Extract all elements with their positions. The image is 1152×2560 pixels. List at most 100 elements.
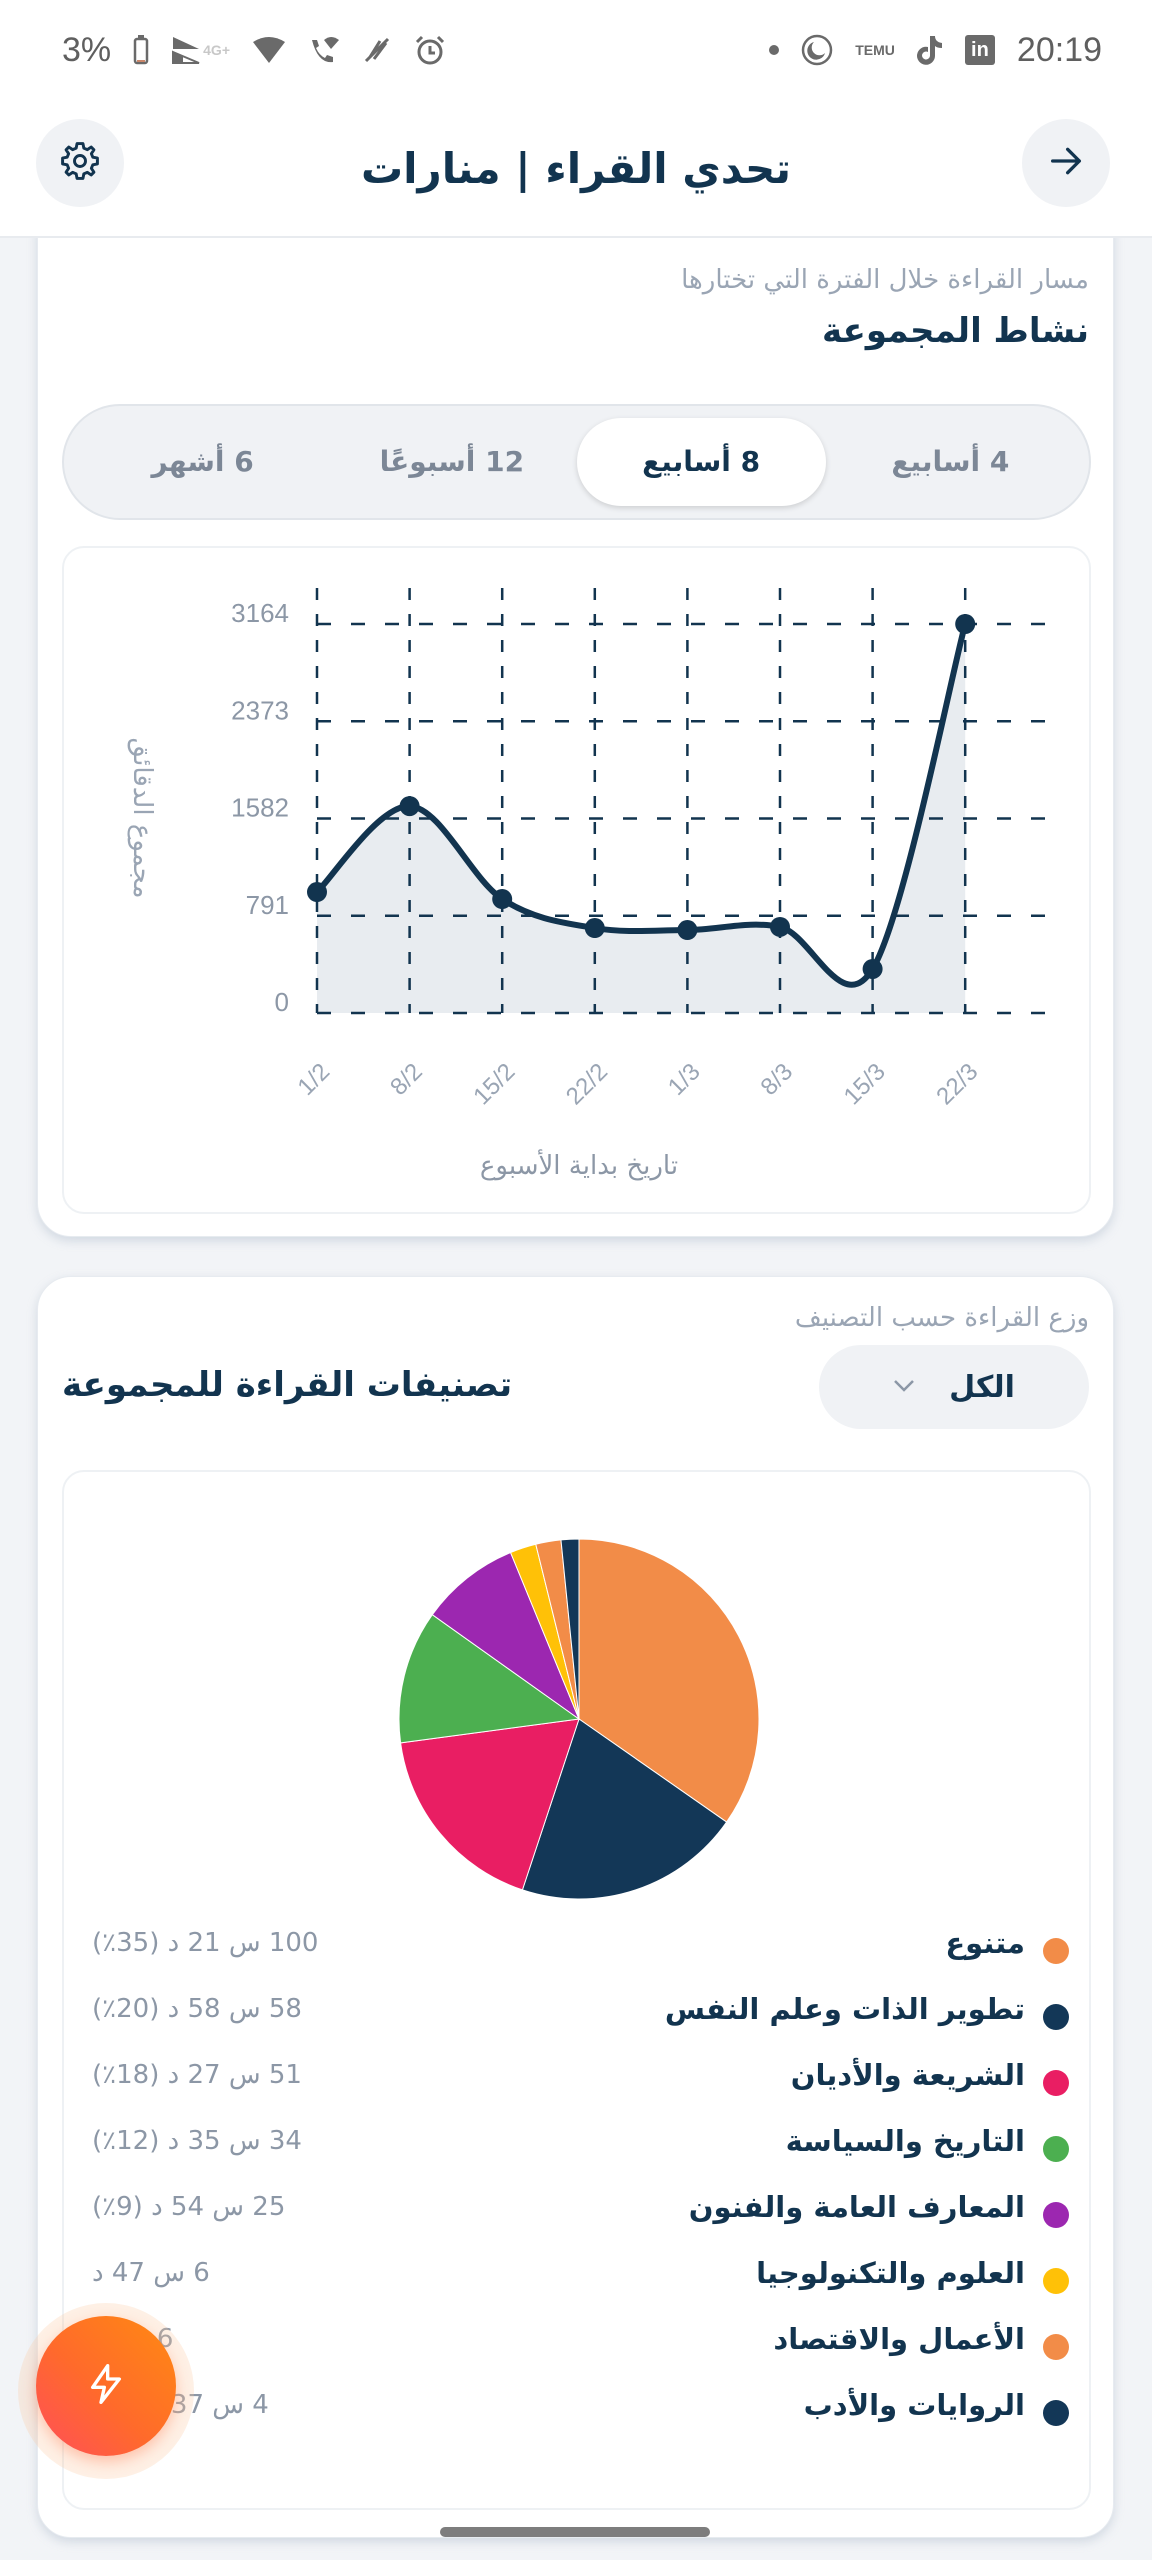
- page-title: تحدي القراء | منارات: [360, 143, 792, 193]
- legend-category-value: 51 س 27 د (18٪): [92, 2060, 302, 2090]
- pie-legend: متنوع 100 س 21 د (35٪) تطوير الذات وعلم …: [64, 1918, 1089, 2446]
- categories-title: تصنيفات القراءة للمجموعة: [62, 1365, 513, 1405]
- legend-item: الأعمال والاقتصاد 6 س 3: [64, 2314, 1089, 2380]
- legend-item: التاريخ والسياسة 34 س 35 د (12٪): [64, 2116, 1089, 2182]
- legend-color-dot: [1043, 2268, 1069, 2294]
- tab-8-weeks[interactable]: 8 أسابيع: [576, 418, 826, 506]
- svg-text:15/2: 15/2: [468, 1058, 520, 1110]
- reading-categories-card: وزع القراءة حسب التصنيف الكل تصنيفات الق…: [37, 1276, 1114, 2538]
- linkedin-icon: in: [964, 35, 995, 65]
- home-indicator[interactable]: [440, 2527, 710, 2537]
- battery-icon: [133, 35, 149, 65]
- dot-icon: [769, 45, 780, 55]
- svg-text:مجموع الدقائق: مجموع الدقائق: [127, 737, 157, 898]
- data-point[interactable]: [862, 958, 883, 979]
- legend-category-name: العلوم والتكنولوجيا: [756, 2256, 1025, 2290]
- pie-slice[interactable]: [398, 1613, 581, 1744]
- data-point[interactable]: [770, 916, 790, 937]
- tiktok-icon: [916, 34, 943, 66]
- category-filter-dropdown[interactable]: الكل: [819, 1345, 1089, 1429]
- legend-category-name: الشريعة والأديان: [790, 2058, 1025, 2092]
- vibrate-off-icon: [362, 35, 392, 65]
- data-point[interactable]: [492, 889, 513, 910]
- legend-item: المعارف العامة والفنون 25 س 54 د (9٪): [64, 2182, 1089, 2248]
- svg-text:1/2: 1/2: [293, 1058, 336, 1101]
- legend-item: متنوع 100 س 21 د (35٪): [64, 1918, 1089, 1984]
- svg-text:22/2: 22/2: [561, 1058, 613, 1110]
- data-point[interactable]: [677, 920, 698, 941]
- legend-category-name: المعارف العامة والفنون: [688, 2190, 1025, 2224]
- categories-subtitle: وزع القراءة حسب التصنيف: [794, 1303, 1089, 1333]
- pie-slice[interactable]: [400, 1718, 580, 1891]
- svg-text:0: 0: [275, 987, 289, 1017]
- svg-text:1582: 1582: [231, 793, 289, 823]
- pie-slice[interactable]: [431, 1551, 581, 1721]
- tab-12-weeks[interactable]: 12 أسبوعًا: [379, 445, 525, 478]
- temu-icon: TEMU: [855, 42, 895, 58]
- activity-subtitle: مسار القراءة خلال الفترة التي تختارها: [681, 265, 1089, 295]
- legend-color-dot: [1043, 2202, 1069, 2228]
- legend-category-name: تطوير الذات وعلم النفس: [664, 1992, 1025, 2026]
- legend-category-value: 25 س 54 د (9٪): [92, 2192, 286, 2222]
- back-button[interactable]: [1022, 119, 1110, 207]
- legend-color-dot: [1043, 2004, 1069, 2030]
- group-activity-card: مسار القراءة خلال الفترة التي تختارها نش…: [37, 200, 1114, 1237]
- legend-color-dot: [1043, 2400, 1069, 2426]
- svg-text:791: 791: [246, 890, 289, 920]
- pie-slice[interactable]: [521, 1718, 728, 1900]
- status-bar: 3% 4G+ TEMU in 20:19: [0, 0, 1152, 100]
- tab-4-weeks[interactable]: 4 أسابيع: [891, 445, 1010, 478]
- legend-color-dot: [1043, 2136, 1069, 2162]
- lightning-icon: [86, 2362, 126, 2410]
- legend-category-name: متنوع: [945, 1926, 1025, 1960]
- pie-slice[interactable]: [578, 1538, 760, 1823]
- svg-text:8/2: 8/2: [385, 1058, 428, 1101]
- clock: 20:19: [1016, 30, 1102, 69]
- pie-slice[interactable]: [560, 1538, 580, 1720]
- legend-color-dot: [1043, 1938, 1069, 1964]
- legend-item: تطوير الذات وعلم النفس 58 س 58 د (20٪): [64, 1984, 1089, 2050]
- pie-chart-container: متنوع 100 س 21 د (35٪) تطوير الذات وعلم …: [62, 1470, 1091, 2510]
- data-point[interactable]: [955, 614, 976, 634]
- settings-button[interactable]: [36, 119, 124, 207]
- svg-text:3164: 3164: [231, 598, 289, 628]
- chart-area: [317, 624, 966, 1013]
- legend-color-dot: [1043, 2070, 1069, 2096]
- legend-color-dot: [1043, 2334, 1069, 2360]
- legend-category-value: 6 س 47 د: [92, 2258, 210, 2288]
- gear-icon: [58, 139, 102, 187]
- svg-text:1/3: 1/3: [663, 1058, 706, 1101]
- battery-percent: 3%: [62, 30, 112, 69]
- app-header: تحدي القراء | منارات: [0, 100, 1152, 238]
- range-selector: 4 أسابيع 8 أسابيع 12 أسبوعًا 6 أشهر: [62, 404, 1091, 520]
- line-chart: 0 791 1582 2373 3164 1/2 8/2 15/2 22/2 1/3 8/3 15/3…: [127, 588, 1064, 1181]
- data-point[interactable]: [584, 918, 605, 939]
- status-left: 3% 4G+: [62, 31, 446, 70]
- data-point[interactable]: [307, 882, 327, 903]
- wifi-call-icon: [308, 34, 340, 66]
- quick-action-fab[interactable]: [36, 2316, 176, 2456]
- wifi-icon: [252, 36, 286, 64]
- legend-item: الشريعة والأديان 51 س 27 د (18٪): [64, 2050, 1089, 2116]
- svg-text:تاريخ بداية الأسبوع: تاريخ بداية الأسبوع: [480, 1148, 678, 1181]
- legend-category-name: الأعمال والاقتصاد: [773, 2322, 1025, 2356]
- svg-text:2373: 2373: [231, 695, 289, 725]
- svg-text:8/3: 8/3: [756, 1058, 799, 1101]
- legend-category-value: 34 س 35 د (12٪): [92, 2126, 302, 2156]
- svg-text:15/3: 15/3: [839, 1058, 891, 1110]
- legend-category-name: التاريخ والسياسة: [785, 2124, 1025, 2158]
- chevron-down-icon: [893, 1378, 915, 1397]
- legend-item: العلوم والتكنولوجيا 6 س 47 د: [64, 2248, 1089, 2314]
- legend-category-value: 100 س 21 د (35٪): [92, 1928, 319, 1958]
- alarm-icon: [414, 34, 446, 66]
- pie-chart: [398, 1538, 760, 1900]
- network-type: 4G+: [203, 42, 230, 58]
- status-right: TEMU in 20:19: [769, 31, 1102, 70]
- activity-title: نشاط المجموعة: [822, 311, 1089, 351]
- svg-text:22/3: 22/3: [931, 1058, 983, 1110]
- tab-6-months[interactable]: 6 أشهر: [151, 445, 254, 478]
- arrow-right-icon: [1046, 141, 1086, 185]
- data-point[interactable]: [399, 796, 420, 817]
- dropdown-selected: الكل: [949, 1369, 1015, 1405]
- legend-item: الروايات والأدب 4 س 37 د (٪2): [64, 2380, 1089, 2446]
